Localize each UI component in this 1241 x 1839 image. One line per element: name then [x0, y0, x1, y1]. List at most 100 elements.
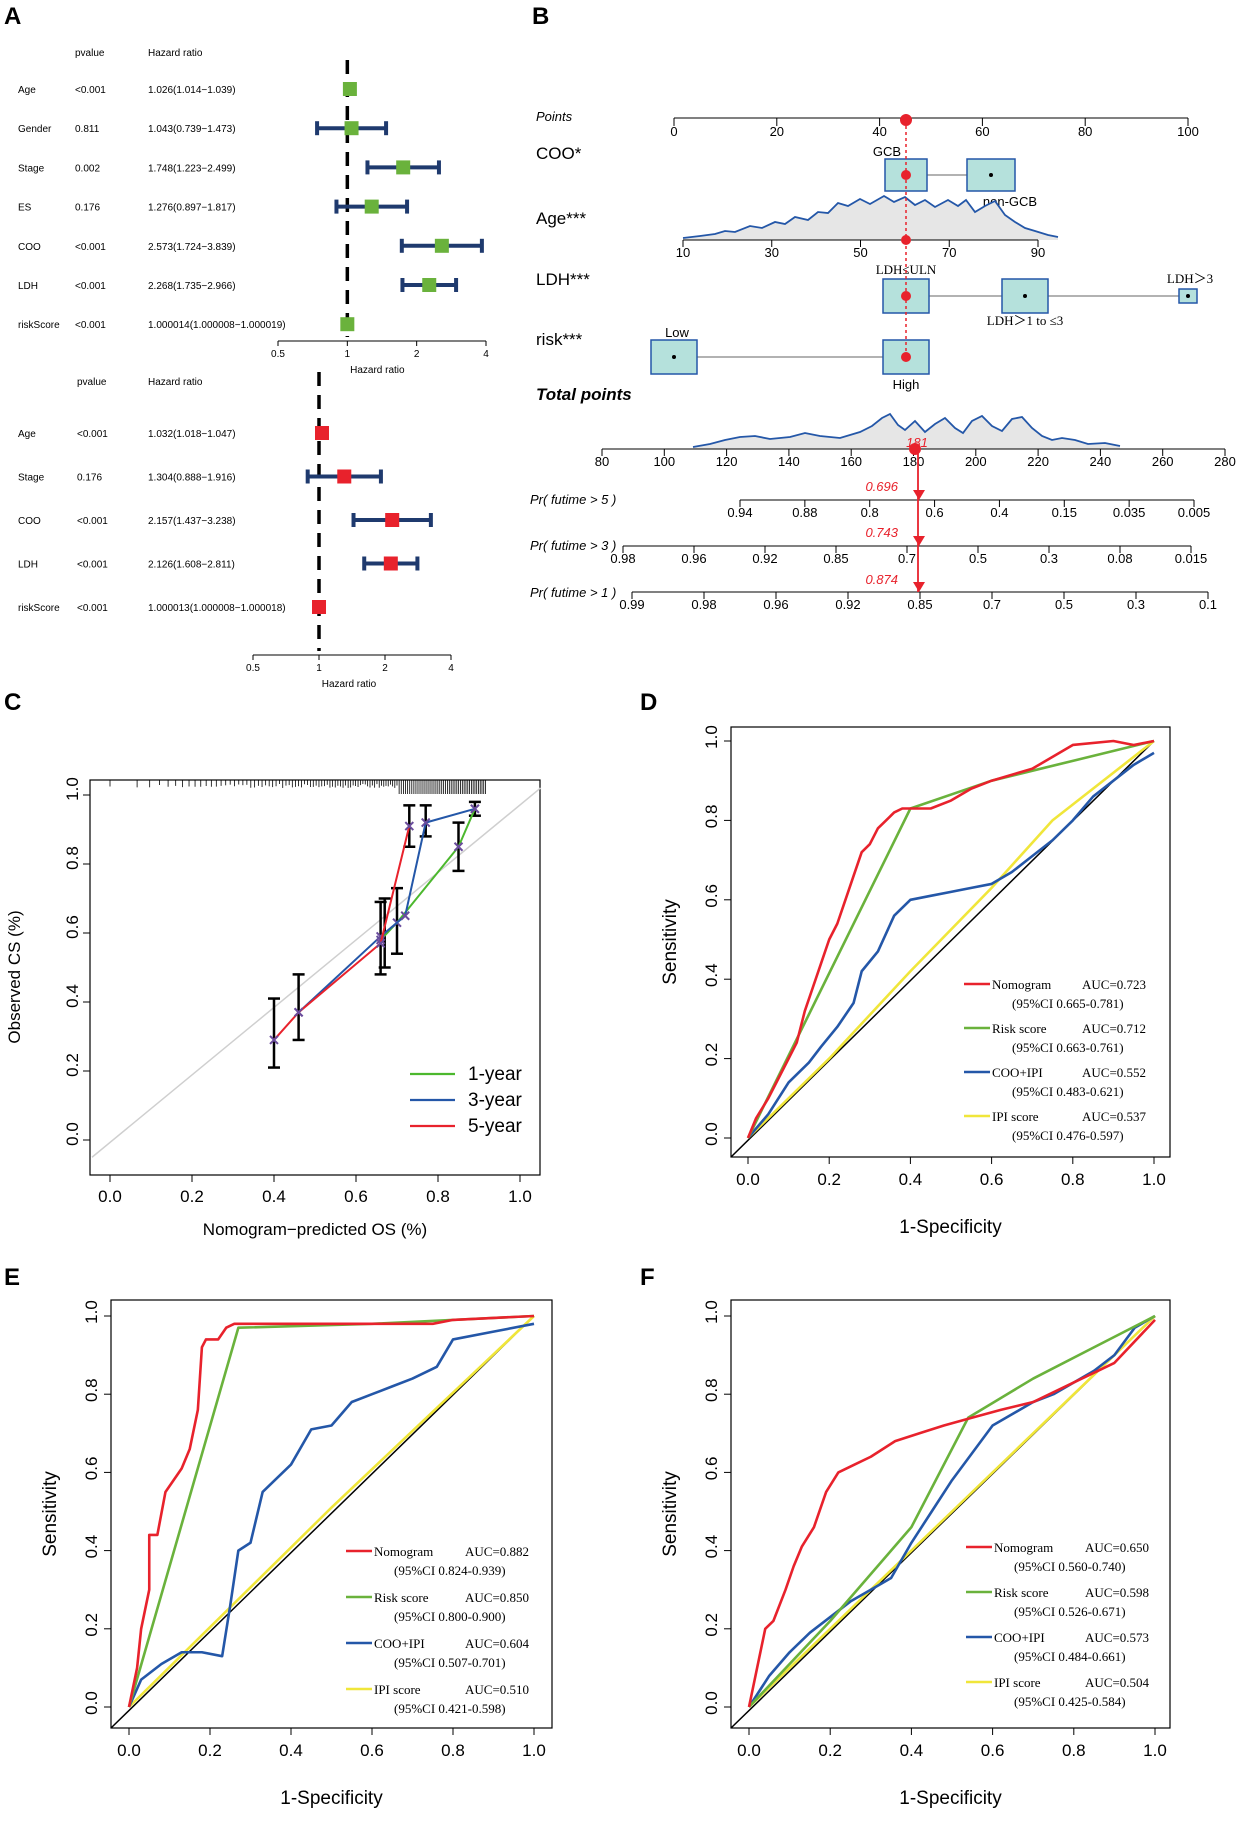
row-pvalue-ES: 0.176: [75, 203, 100, 214]
legend-label-risk-score: Risk score: [994, 1585, 1049, 1600]
legend-ci-nomogram: (95%CI 0.560-0.740): [1014, 1559, 1126, 1574]
legend-ci-risk-score: (95%CI 0.800-0.900): [394, 1609, 506, 1624]
x-axis-title: 1-Specificity: [899, 1217, 1002, 1238]
prob-axis-2-tick-label: 0.015: [1175, 551, 1208, 566]
prob-axis-1-tick-label: 0.94: [727, 505, 752, 520]
risk-label: risk***: [536, 330, 583, 349]
prob-axis-3-tick-label: 0.3: [1127, 597, 1145, 612]
legend-ci-coo-ipi: (95%CI 0.483-0.621): [1012, 1084, 1124, 1099]
row-hr-text-LDH: 2.268(1.735−2.966): [148, 281, 236, 292]
legend-ci-nomogram: (95%CI 0.665-0.781): [1012, 996, 1124, 1011]
prob-row-label: Pr( futime > 5 ): [530, 492, 616, 507]
risk-box-low-dot: [672, 355, 676, 359]
y-tick-label: 0.2: [702, 1613, 721, 1637]
row-pvalue-riskScore: <0.001: [77, 603, 108, 614]
row-hr-text-COO: 2.573(1.724−3.839): [148, 242, 236, 253]
row-hr-text-Gender: 1.043(0.739−1.473): [148, 124, 236, 135]
total-axis-tick-label: 260: [1152, 454, 1174, 469]
prob-arrow-2: [913, 536, 925, 546]
y-tick-label: 0.2: [702, 1043, 721, 1067]
x-axis-title: Hazard ratio: [322, 679, 377, 690]
x-tick-label: 0.4: [262, 1187, 286, 1206]
figure: A B C D E F pvalue Hazard ratioAge <0.001 1…: [0, 0, 1241, 1839]
legend-auc-nomogram: AUC=0.882: [465, 1544, 529, 1559]
legend-label-risk-score: Risk score: [992, 1021, 1047, 1036]
risk-level-low: Low: [665, 325, 689, 340]
x-tick-label: 0.0: [117, 1741, 141, 1760]
x-tick-label: 0.0: [98, 1187, 122, 1206]
row-hr-text-Age: 1.032(1.018−1.047): [148, 429, 236, 440]
legend-label-1-year: 1-year: [468, 1064, 523, 1085]
x-tick-label: 0.2: [818, 1741, 842, 1760]
y-tick-label: 0.0: [702, 1122, 721, 1146]
hr-point-COO: [435, 239, 449, 253]
x-tick-label: 1.0: [508, 1187, 532, 1206]
prob-row-label: Pr( futime > 3 ): [530, 538, 616, 553]
nomogram: Points0 20 40 60 80 100COO* GCBnon-GCBAge***10…: [530, 109, 1236, 612]
age-axis-tick-label: 90: [1031, 245, 1045, 260]
age-axis-tick-label: 50: [853, 245, 867, 260]
legend-label-5-year: 5-year: [468, 1116, 523, 1137]
y-tick-label: 0.8: [702, 1378, 721, 1402]
y-tick-label: 0.0: [702, 1691, 721, 1715]
legend-label-coo-ipi: COO+IPI: [374, 1636, 425, 1651]
points-tick-label: 20: [770, 124, 784, 139]
prob-arrow-1: [913, 490, 925, 500]
y-axis-title: Sensitivity: [40, 1471, 61, 1557]
ldh-level-mid: LDH＞1 to ≤3: [987, 313, 1063, 328]
panel-label-f: F: [640, 1264, 655, 1291]
prob-arrow-3: [913, 582, 925, 592]
legend-ci-ipi-score: (95%CI 0.425-0.584): [1014, 1694, 1126, 1709]
y-tick-label: 1.0: [702, 1300, 721, 1324]
prob-axis-3-tick-label: 0.98: [691, 597, 716, 612]
y-tick-label: 0.6: [63, 915, 82, 939]
hr-point-LDH: [384, 557, 398, 571]
legend-ci-risk-score: (95%CI 0.526-0.671): [1014, 1604, 1126, 1619]
hr-point-Age: [315, 426, 329, 440]
x-axis-title: 1-Specificity: [899, 1788, 1002, 1809]
total-axis-tick-label: 180: [903, 454, 925, 469]
column-header-pvalue: pvalue: [75, 48, 105, 59]
prob-axis-3-tick-label: 0.1: [1199, 597, 1217, 612]
panel-label-a: A: [4, 3, 21, 30]
total-points-value: 181: [906, 435, 928, 450]
prob-axis-2-tick-label: 0.92: [752, 551, 777, 566]
prob-row-label: Pr( futime > 1 ): [530, 585, 616, 600]
x-tick-label: 1.0: [1143, 1741, 1167, 1760]
legend-auc-coo-ipi: AUC=0.573: [1085, 1630, 1149, 1645]
row-pvalue-LDH: <0.001: [75, 281, 106, 292]
legend-label-risk-score: Risk score: [374, 1590, 429, 1605]
age-axis-tick-label: 70: [942, 245, 956, 260]
hr-point-riskScore: [340, 317, 354, 331]
hr-point-LDH: [422, 278, 436, 292]
x-tick-label: 0.8: [441, 1741, 465, 1760]
y-tick-label: 0.4: [702, 1535, 721, 1559]
prob-value-3: 0.874: [865, 572, 898, 587]
x-axis-title: Hazard ratio: [350, 365, 405, 376]
prob-axis-2-tick-label: 0.7: [898, 551, 916, 566]
hr-point-Stage: [337, 470, 351, 484]
legend-label-3-year: 3-year: [468, 1090, 523, 1111]
total-axis-tick-label: 200: [965, 454, 987, 469]
row-label-COO: COO: [18, 242, 41, 253]
y-tick-label: 0.0: [63, 1122, 82, 1146]
prob-axis-3-tick-label: 0.92: [835, 597, 860, 612]
column-header-pvalue: pvalue: [77, 377, 107, 388]
row-label-riskScore: riskScore: [18, 320, 60, 331]
row-pvalue-riskScore: <0.001: [75, 320, 106, 331]
legend-label-nomogram: Nomogram: [992, 977, 1051, 992]
x-tick-label: 0.4: [279, 1741, 303, 1760]
prob-axis-2-tick-label: 0.96: [681, 551, 706, 566]
legend-ci-risk-score: (95%CI 0.663-0.761): [1012, 1040, 1124, 1055]
row-pvalue-Age: <0.001: [77, 429, 108, 440]
hr-point-Stage: [396, 160, 410, 174]
legend-ci-coo-ipi: (95%CI 0.507-0.701): [394, 1655, 506, 1670]
series-line-3-year: [299, 809, 475, 1013]
row-hr-text-riskScore: 1.000013(1.000008−1.000018): [148, 603, 286, 614]
y-tick-label: 0.4: [63, 984, 82, 1008]
prob-axis-1-tick-label: 0.8: [861, 505, 879, 520]
row-label-Age: Age: [18, 85, 36, 96]
prob-axis-2-tick-label: 0.98: [610, 551, 635, 566]
points-tick-label: 60: [975, 124, 989, 139]
x-tick-label: 0.2: [817, 1170, 841, 1189]
